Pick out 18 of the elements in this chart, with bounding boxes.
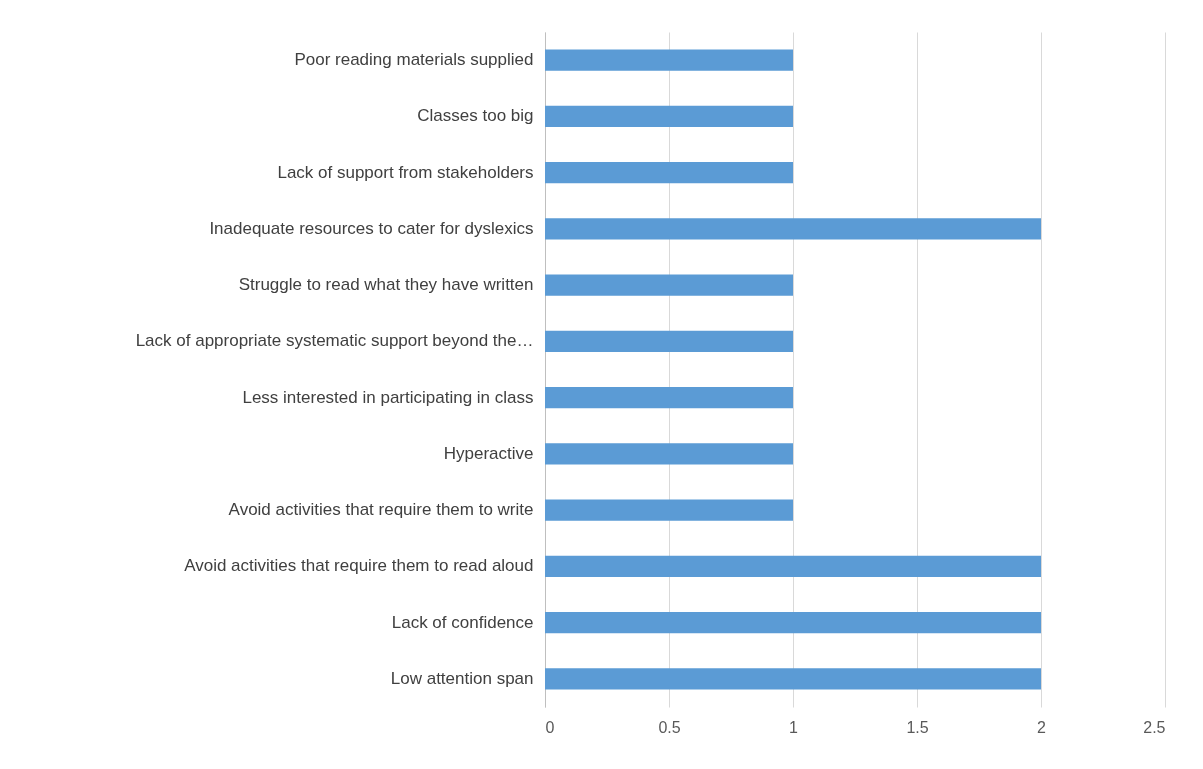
x-tick-label: 1 [789,718,799,736]
y-tick-label: Lack of appropriate systematic support beyond the… [135,331,534,351]
y-tick-label: Lack of confidence [391,612,534,632]
y-tick-label: Less interested in participating in class [242,387,534,407]
y-tick-label: Struggle to read what they have written [238,275,534,295]
y-tick-label: Inadequate resources to cater for dyslexics [209,218,534,238]
x-tick-label: 0 [545,718,555,736]
x-tick-label: 2.5 [1143,718,1166,736]
y-tick-label: Avoid activities that require them to write [228,500,534,520]
x-tick-label: 0.5 [658,718,681,736]
y-tick-label: Avoid activities that require them to read aloud [184,556,534,576]
y-tick-label: Classes too big [417,106,534,126]
y-tick-label: Poor reading materials supplied [294,50,534,70]
y-tick-label: Hyperactive [443,443,534,463]
x-tick-label: 2 [1037,718,1047,736]
y-tick-label: Low attention span [390,668,534,688]
y-tick-label: Lack of support from stakeholders [277,162,534,182]
x-tick-label: 1.5 [906,718,929,736]
